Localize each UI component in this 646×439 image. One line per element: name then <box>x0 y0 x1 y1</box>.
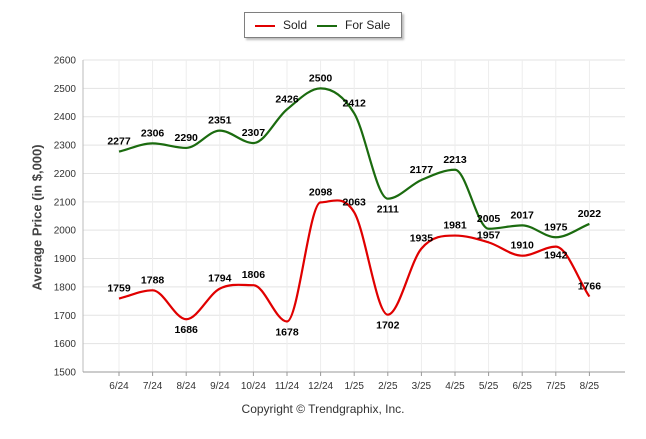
y-tick-label: 1500 <box>54 368 77 379</box>
legend-label-for-sale: For Sale <box>345 18 391 32</box>
data-label-sold: 1806 <box>242 269 266 281</box>
x-tick-label: 7/24 <box>143 381 163 392</box>
data-label-for-sale: 2500 <box>309 72 333 84</box>
data-label-sold: 1686 <box>175 324 199 336</box>
x-tick-label: 1/25 <box>344 381 364 392</box>
y-tick-label: 1800 <box>54 282 77 293</box>
x-tick-label: 7/25 <box>546 381 566 392</box>
x-tick-label: 10/24 <box>241 381 266 392</box>
data-label-for-sale: 2426 <box>275 93 299 105</box>
data-label-for-sale: 2005 <box>477 213 501 225</box>
series-line-sold <box>118 199 591 323</box>
data-label-for-sale: 1975 <box>544 221 568 233</box>
data-label-for-sale: 2017 <box>511 209 535 221</box>
legend: Sold For Sale <box>244 12 402 38</box>
data-label-for-sale: 2306 <box>141 127 165 139</box>
data-label-sold: 1942 <box>544 250 568 262</box>
x-tick-label: 5/25 <box>479 381 499 392</box>
data-label-sold: 1788 <box>141 274 165 286</box>
data-label-sold: 1766 <box>578 281 602 293</box>
x-tick-label: 12/24 <box>308 381 333 392</box>
data-label-for-sale: 2307 <box>242 127 266 139</box>
y-tick-label: 2100 <box>54 197 77 208</box>
data-label-sold: 2063 <box>343 196 367 208</box>
y-tick-label: 2400 <box>54 112 77 123</box>
data-label-sold: 1759 <box>107 283 131 295</box>
data-label-for-sale: 2277 <box>107 136 131 148</box>
legend-swatch-sold <box>255 25 275 27</box>
x-tick-label: 8/24 <box>176 381 196 392</box>
data-label-for-sale: 2177 <box>410 164 434 176</box>
y-tick-label: 1900 <box>54 254 77 265</box>
x-tick-label: 4/25 <box>445 381 465 392</box>
y-axis-label: Average Price (in $,000) <box>29 144 45 291</box>
data-label-for-sale: 2412 <box>343 97 367 109</box>
x-tick-label: 8/25 <box>580 381 600 392</box>
data-label-sold: 1981 <box>443 220 467 232</box>
data-label-sold: 1935 <box>410 233 434 245</box>
data-label-for-sale: 2290 <box>175 132 199 144</box>
x-tick-label: 2/25 <box>378 381 398 392</box>
data-label-sold: 1910 <box>511 240 535 252</box>
x-tick-label: 3/25 <box>412 381 432 392</box>
data-label-sold: 1957 <box>477 229 501 241</box>
data-label-for-sale: 2351 <box>208 115 232 127</box>
data-label-sold: 1794 <box>208 273 232 285</box>
y-tick-label: 2000 <box>54 226 77 237</box>
data-label-sold: 1678 <box>275 327 299 339</box>
legend-label-sold: Sold <box>283 18 308 32</box>
y-tick-label: 2200 <box>54 169 77 180</box>
y-tick-label: 1700 <box>54 311 77 322</box>
data-label-for-sale: 2111 <box>377 204 399 216</box>
y-tick-label: 2600 <box>54 56 77 67</box>
data-label-sold: 1702 <box>376 320 400 332</box>
legend-swatch-for-sale <box>317 25 337 27</box>
copyright-text: Copyright © Trendgraphix, Inc. <box>241 402 405 416</box>
data-label-sold: 2098 <box>309 186 333 198</box>
x-tick-label: 9/24 <box>210 381 230 392</box>
x-tick-label: 11/24 <box>275 381 300 392</box>
series-line-for-sale <box>118 87 590 239</box>
x-tick-label: 6/25 <box>512 381 532 392</box>
y-tick-label: 1600 <box>54 339 77 350</box>
data-label-for-sale: 2213 <box>443 154 467 166</box>
data-label-for-sale: 2022 <box>578 208 602 220</box>
y-tick-label: 2500 <box>54 84 77 95</box>
x-tick-label: 6/24 <box>109 381 129 392</box>
y-tick-label: 2300 <box>54 141 77 152</box>
